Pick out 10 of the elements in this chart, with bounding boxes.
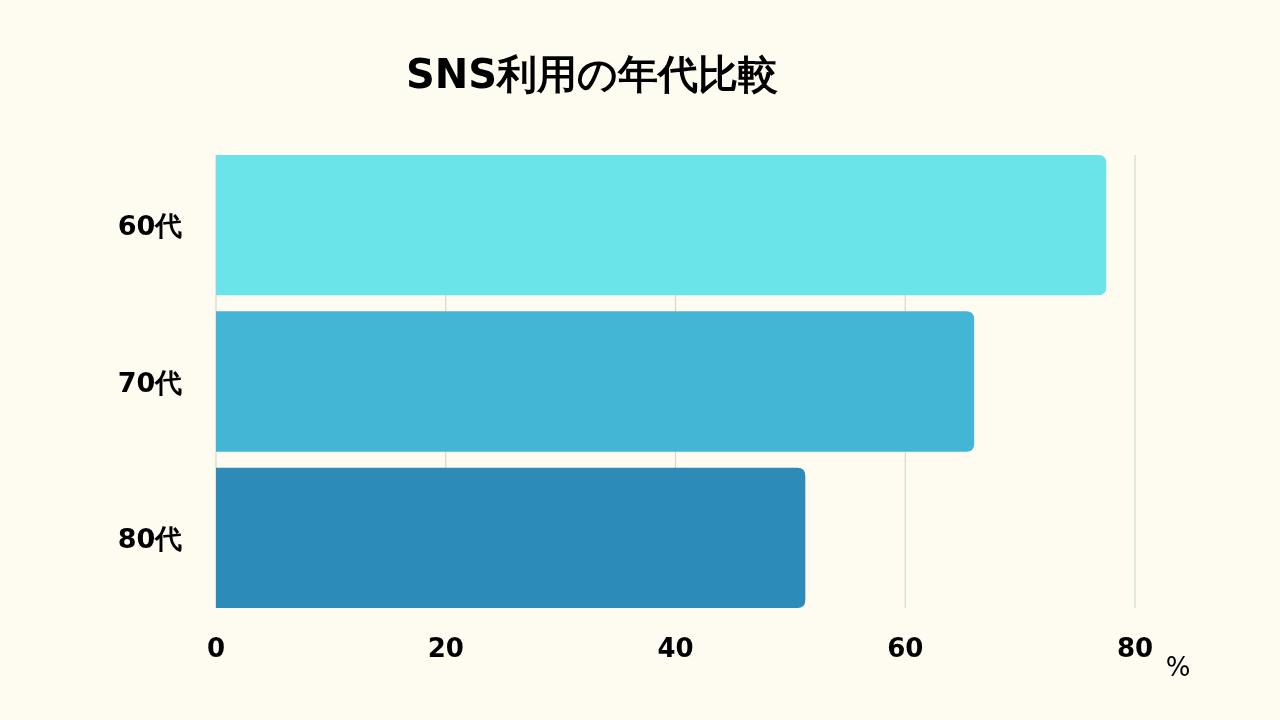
x-tick-label: 80	[1116, 633, 1154, 663]
x-axis-title: %	[1165, 652, 1191, 682]
x-tick-label: 20	[427, 633, 464, 663]
y-tick-label: 80代	[117, 522, 183, 554]
x-tick-label: 0	[206, 633, 226, 663]
x-tick-label: 60	[887, 633, 924, 663]
chart-title: SNS利用の年代比較	[405, 51, 779, 97]
y-tick-label: 60代	[117, 210, 183, 242]
x-tick-label: 40	[657, 633, 694, 663]
y-tick-label: 70代	[117, 366, 183, 398]
